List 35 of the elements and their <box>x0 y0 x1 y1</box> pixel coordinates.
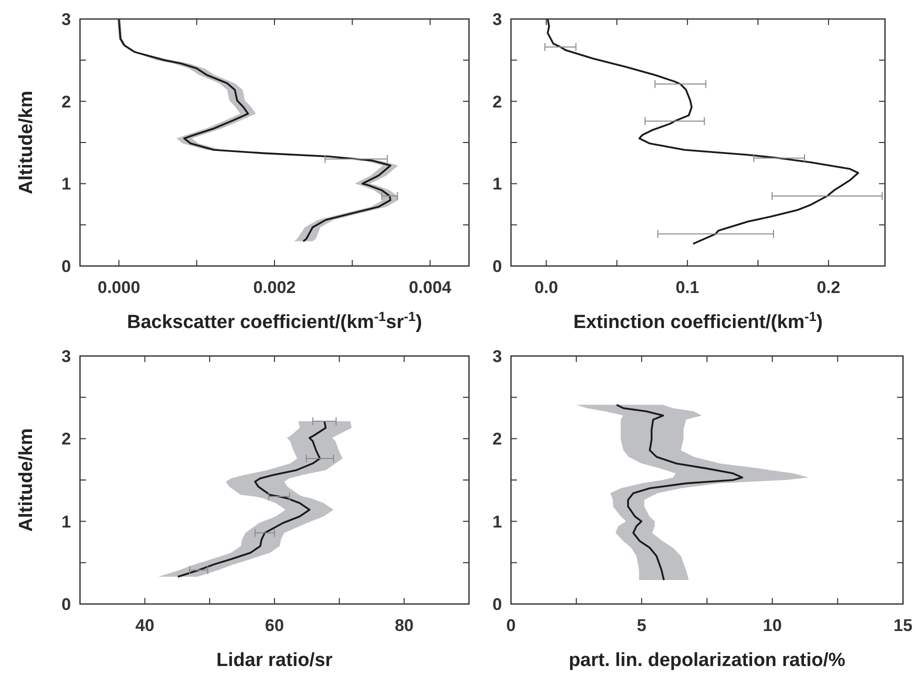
y-tick-label: 2 <box>492 430 502 449</box>
x-axis-title: Backscatter coefficient/(km$^{-1}$sr$^{-1}$) <box>126 308 422 333</box>
y-tick-label: 0 <box>492 256 502 276</box>
x-tick-label: 5 <box>636 616 646 635</box>
y-tick-label: 2 <box>62 430 71 449</box>
x-axis-title: Lidar ratio/sr <box>216 650 334 671</box>
y-tick-label: 0 <box>62 594 71 614</box>
x-tick-label: 80 <box>394 616 414 635</box>
x-tick-label: 0.1 <box>676 278 700 297</box>
x-tick-label: 0.002 <box>253 278 296 297</box>
y-tick-label: 3 <box>62 10 71 29</box>
x-tick-label: 60 <box>265 616 284 635</box>
y-tick-label: 3 <box>492 10 502 29</box>
y-tick-label: 2 <box>62 92 71 112</box>
text: 0.000 <box>98 278 140 297</box>
y-tick-label: 1 <box>62 174 71 194</box>
y-axis-title: Altitude/km <box>16 90 37 194</box>
x-tick-label: 0.2 <box>816 278 840 297</box>
y-axis-title: Altitude/km <box>16 428 37 532</box>
x-axis-title: part. lin. depolarization ratio/% <box>568 650 846 671</box>
x-tick-label: 40 <box>135 616 154 635</box>
x-tick-label: 0 <box>506 616 516 635</box>
x-tick-label: 15 <box>894 616 912 635</box>
y-tick-label: 1 <box>492 512 502 532</box>
y-tick-label: 1 <box>492 174 502 194</box>
y-tick-label: 2 <box>492 92 502 112</box>
y-tick-label: 3 <box>492 346 502 366</box>
x-axis-title: Extinction coefficient/(km$^{-1}$) <box>573 308 823 333</box>
y-tick-label: 1 <box>62 512 71 532</box>
y-tick-label: 3 <box>62 346 71 366</box>
text: 0.0 <box>534 278 558 297</box>
y-tick-label: 0 <box>492 594 502 614</box>
x-tick-label: 0.004 <box>408 278 452 297</box>
y-tick-label: 0 <box>62 256 71 276</box>
x-tick-label: 10 <box>762 616 782 635</box>
